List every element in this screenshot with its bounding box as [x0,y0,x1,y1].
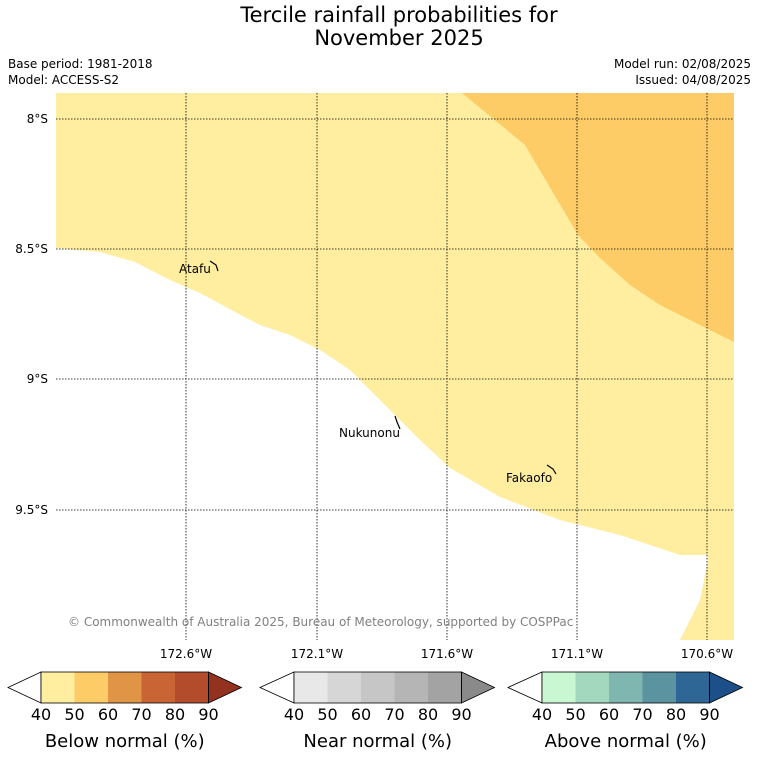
lon-label-171-1: 171.1°W [551,647,603,661]
lat-label-9-5: 9.5°S [15,503,48,517]
colorbar-near-tick-label: 60 [351,705,371,724]
colorbar-near-tick-label: 40 [284,705,304,724]
colorbar-above-tick-label: 90 [699,705,719,724]
atoll-atafu-shape [209,260,219,272]
colorbar-below-outline [40,671,209,704]
colorbar-above-tick-label: 60 [599,705,619,724]
colorbar-near-over-extension [461,671,496,704]
lat-label-8: 8°S [27,112,48,126]
colorbar-below-tick-label: 80 [165,705,185,724]
lon-labels: 172.6°W 172.1°W 171.6°W 171.1°W 170.6°W [160,647,733,661]
region-below-50-60 [462,93,734,342]
colorbar-near-tick-label: 50 [317,705,337,724]
lon-label-170-6: 170.6°W [681,647,733,661]
colorbar-below-tick-label: 90 [198,705,218,724]
colorbar-near-tick-label: 90 [451,705,471,724]
colorbar-near-cell [361,672,395,703]
colorbar-below-cell [108,672,142,703]
colorbar-above-label: Above normal (%) [545,731,707,752]
place-label-fakaofo: Fakaofo [506,471,552,485]
colorbar-near-cell [327,672,361,703]
colorbar-above-under-extension [507,671,543,704]
copyright-text: © Commonwealth of Australia 2025, Bureau… [68,615,573,629]
colorbar-near-tick-label: 80 [418,705,438,724]
colorbar-below-over-extension [208,671,243,704]
header-left: Base period: 1981-2018 Model: ACCESS-S2 [8,56,153,88]
colorbar-below-label: Below normal (%) [45,731,205,752]
colorbar-below-tick-label: 50 [64,705,84,724]
map-title: Tercile rainfall probabilities for Novem… [0,4,758,50]
colorbar-above: 40 50 60 70 80 90 Above normal (%) [507,671,744,752]
colorbar-above-cell [542,672,576,703]
colorbar-above-cell [609,672,643,703]
colorbar-below-under-extension [7,671,42,704]
atoll-shapes [209,260,557,475]
colorbar-below-cell [141,672,175,703]
colorbar-near-outline [293,671,462,704]
base-period: Base period: 1981-2018 [8,57,153,71]
colorbar-above-over-extension [709,671,744,704]
title-line-2: November 2025 [314,26,484,50]
header-right: Model run: 02/08/2025 Issued: 04/08/2025 [614,56,751,88]
place-labels: Atafu Nukunonu Fakaofo [179,262,552,485]
lon-label-171-6: 171.6°W [421,647,473,661]
place-label-atafu: Atafu [179,262,211,276]
colorbar-below-cell [175,672,209,703]
colorbar-near-under-extension [259,671,295,704]
colorbar-near-label: Near normal (%) [303,731,452,752]
colorbar-near-cell [394,672,428,703]
lon-label-172-1: 172.1°W [291,647,343,661]
colorbar-above-cell [575,672,609,703]
lon-label-172-6: 172.6°W [160,647,212,661]
colorbar-below-tick-label: 70 [131,705,151,724]
colorbar-above-cell [676,672,710,703]
colorbar-near-tick-label: 70 [384,705,404,724]
atoll-fakaofo-shape [546,464,557,475]
region-below-40-50 [56,93,734,640]
lat-label-8-5: 8.5°S [15,242,48,256]
lat-label-9: 9°S [27,372,48,386]
issued-date: Issued: 04/08/2025 [635,73,751,87]
colorbar-above-cell [642,672,676,703]
colorbar-below-cell [41,672,75,703]
lon-gridlines [185,93,708,640]
colorbar-above-tick-label: 80 [666,705,686,724]
colorbar-above-outline [541,671,710,704]
colorbar-below-tick-label: 60 [98,705,118,724]
lat-gridlines [56,118,734,511]
colorbar-above-tick-label: 70 [632,705,652,724]
lat-labels: 8°S 8.5°S 9°S 9.5°S [15,112,48,517]
model-run: Model run: 02/08/2025 [613,57,751,71]
place-label-nukunonu: Nukunonu [339,426,400,440]
atoll-nukunonu-shape [394,415,401,430]
colorbar-near-cell [294,672,328,703]
title-line-1: Tercile rainfall probabilities for [240,3,558,27]
colorbar-below: 40 50 60 70 80 90 Below normal (%) [7,671,243,752]
colorbar-near: 40 50 60 70 80 90 Near normal (%) [259,671,496,752]
model-name: Model: ACCESS-S2 [8,73,120,87]
colorbars: 40 50 60 70 80 90 Below normal (%) 40 50 60 70 80 90… [7,671,744,752]
colorbar-below-tick-label: 40 [31,705,51,724]
colorbar-above-tick-label: 50 [565,705,585,724]
colorbar-below-cell [74,672,108,703]
colorbar-above-tick-label: 40 [532,705,552,724]
colorbar-near-cell [428,672,462,703]
